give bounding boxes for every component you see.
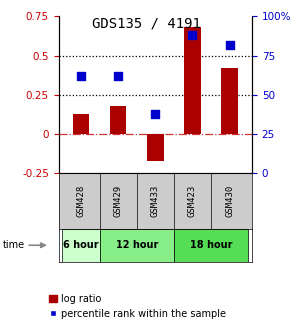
Text: GSM428: GSM428	[76, 185, 86, 217]
Legend: log ratio, percentile rank within the sample: log ratio, percentile rank within the sa…	[49, 294, 226, 319]
Bar	[147, 134, 164, 161]
Bar	[110, 106, 127, 134]
Text: 12 hour: 12 hour	[115, 240, 158, 250]
Text: 6 hour: 6 hour	[63, 240, 99, 250]
Text: GDS135 / 4191: GDS135 / 4191	[92, 16, 201, 30]
Text: GSM430: GSM430	[225, 185, 234, 217]
Text: time: time	[3, 240, 25, 250]
Point	[116, 73, 120, 78]
Bar	[62, 229, 100, 262]
Text: 18 hour: 18 hour	[190, 240, 232, 250]
Point	[153, 111, 158, 116]
Point	[227, 42, 232, 47]
Text: GSM429: GSM429	[114, 185, 122, 217]
Bar	[174, 229, 248, 262]
Point	[79, 73, 83, 78]
Bar	[221, 68, 238, 134]
Bar	[184, 27, 201, 134]
Text: GSM433: GSM433	[151, 185, 160, 217]
Bar	[73, 114, 89, 134]
Text: GSM423: GSM423	[188, 185, 197, 217]
Point	[190, 33, 195, 38]
Bar	[100, 229, 174, 262]
